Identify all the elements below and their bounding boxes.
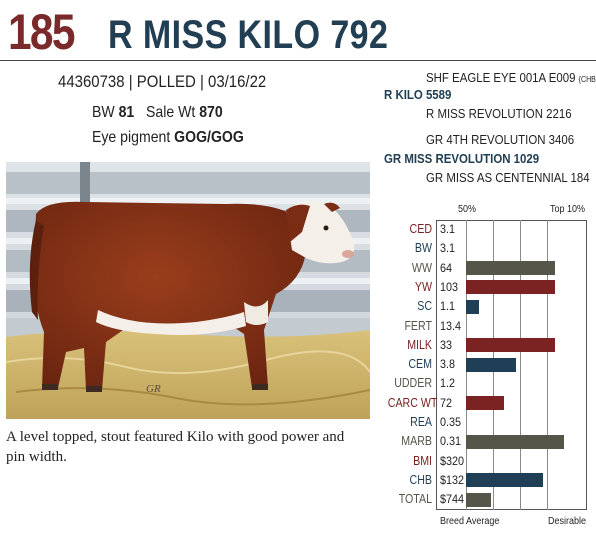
- epd-header-50pct: 50%: [458, 204, 477, 215]
- epd-label-milk: MILK: [407, 337, 432, 352]
- epd-value-bmi: $320: [440, 453, 465, 468]
- epd-label-fert: FERT: [404, 318, 432, 333]
- epd-value-chb: $132: [440, 472, 465, 487]
- epd-label-sc: SC: [417, 299, 432, 314]
- epd-value-udder: 1.2: [440, 376, 456, 391]
- epd-bar-chb: [466, 473, 543, 488]
- epd-value-marb: 0.31: [440, 434, 462, 449]
- bw-value: 81: [118, 104, 135, 121]
- epd-label-yw: YW: [414, 279, 432, 294]
- pedigree-dam-dam: GR MISS AS CENTENNIAL 184: [426, 170, 590, 185]
- epd-label-marb: MARB: [401, 434, 432, 449]
- animal-name: R MISS KILO 792: [108, 13, 389, 57]
- sire-sire-name: SHF EAGLE EYE 001A E009: [426, 70, 576, 85]
- animal-description: A level topped, stout featured Kilo with…: [6, 429, 345, 465]
- eye-pigment-label: Eye pigment: [92, 129, 171, 146]
- epd-value-rea: 0.35: [440, 415, 462, 429]
- epd-footer-desirable: Desirable: [548, 516, 587, 527]
- epd-label-chb: CHB: [409, 472, 432, 487]
- epd-label-carc-wt: CARC WT: [387, 395, 438, 410]
- epd-bar-ww: [466, 261, 555, 276]
- epd-gridline: [547, 220, 548, 510]
- pedigree-sire-dam: R MISS REVOLUTION 2216: [426, 106, 572, 121]
- epd-label-ced: CED: [409, 222, 432, 236]
- epd-value-fert: 13.4: [440, 318, 462, 333]
- pedigree-dam-sire: GR 4TH REVOLUTION 3406: [426, 132, 575, 147]
- title-divider: [0, 60, 596, 61]
- registration-line: 44360738 | POLLED | 03/16/22: [58, 72, 267, 91]
- epd-value-bw: 3.1: [440, 241, 456, 256]
- epd-value-ww: 64: [440, 260, 453, 275]
- epd-footer-breed-average: Breed Average: [440, 516, 500, 527]
- epd-value-cem: 3.8: [440, 357, 456, 372]
- sale-weight-label: Sale Wt: [146, 104, 196, 121]
- epd-label-total: TOTAL: [398, 492, 432, 507]
- epd-bar-yw: [466, 280, 555, 295]
- epd-label-udder: UDDER: [394, 376, 432, 391]
- pedigree-sire: R KILO 5589: [384, 87, 452, 102]
- epd-bar-frame: [436, 220, 587, 510]
- lot-number: 185: [8, 4, 76, 60]
- bw-label: BW: [92, 104, 115, 121]
- epd-value-yw: 103: [440, 279, 459, 294]
- sire-sire-tag: {CHB}: [578, 75, 596, 84]
- pedigree-dam: GR MISS REVOLUTION 1029: [384, 151, 540, 166]
- epd-label-cem: CEM: [408, 357, 432, 372]
- epd-bar-cem: [466, 357, 516, 372]
- eye-pigment-line: Eye pigment GOG/GOG: [92, 128, 244, 148]
- epd-bar-total: [466, 492, 491, 507]
- weights-line: BW 81 Sale Wt 870: [92, 103, 223, 123]
- photo-watermark: GR: [146, 383, 161, 395]
- epd-header-top10: Top 10%: [550, 204, 586, 215]
- epd-gridline: [520, 220, 521, 510]
- epd-label-ww: WW: [411, 260, 432, 275]
- epd-value-carc-wt: 72: [440, 395, 453, 410]
- epd-bar-sc: [466, 299, 479, 314]
- epd-label-bmi: BMI: [413, 453, 432, 468]
- epd-label-bw: BW: [414, 241, 432, 256]
- cattle-photo: GR: [6, 162, 370, 419]
- pedigree-sire-sire: SHF EAGLE EYE 001A E009 {CHB}: [426, 70, 596, 88]
- epd-bar-carc-wt: [466, 396, 504, 411]
- epd-value-ced: 3.1: [440, 222, 456, 236]
- sale-weight-value: 870: [199, 104, 223, 121]
- epd-value-sc: 1.1: [440, 299, 456, 314]
- epd-value-total: $744: [440, 492, 465, 507]
- epd-bar-milk: [466, 338, 555, 353]
- epd-value-milk: 33: [440, 337, 453, 352]
- eye-pigment-value: GOG/GOG: [174, 129, 244, 146]
- epd-label-rea: REA: [410, 415, 432, 429]
- epd-bar-marb: [466, 434, 564, 449]
